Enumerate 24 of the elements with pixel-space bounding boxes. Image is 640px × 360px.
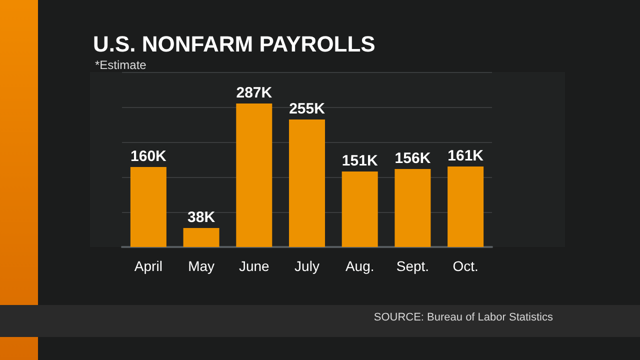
x-tick-label: May <box>188 258 215 274</box>
x-tick-label: June <box>238 258 270 274</box>
x-tick-label: April <box>134 258 162 274</box>
data-label: 161K <box>448 148 484 164</box>
bar <box>183 228 220 247</box>
bar <box>394 169 431 247</box>
x-tick-label: Sept. <box>396 258 430 274</box>
data-label: 287K <box>236 84 272 102</box>
source-note: SOURCE: Bureau of Labor Statistics <box>374 312 554 324</box>
data-label: 160K <box>130 148 167 165</box>
chart-title: U.S. NONFARM PAYROLLS <box>93 32 376 56</box>
bar <box>130 167 166 247</box>
bar <box>236 104 272 247</box>
x-tick-label: July <box>294 258 320 274</box>
bar <box>448 166 484 247</box>
data-label: 156K <box>394 150 431 167</box>
bar <box>342 172 378 247</box>
data-label: 255K <box>289 100 326 118</box>
x-tick-label: Aug. <box>345 258 374 274</box>
chart-subtitle: *Estimate <box>95 58 147 72</box>
bar <box>289 120 325 247</box>
data-label: 38K <box>188 209 216 226</box>
x-tick-label: Oct. <box>452 258 478 274</box>
data-label: 151K <box>342 152 378 170</box>
